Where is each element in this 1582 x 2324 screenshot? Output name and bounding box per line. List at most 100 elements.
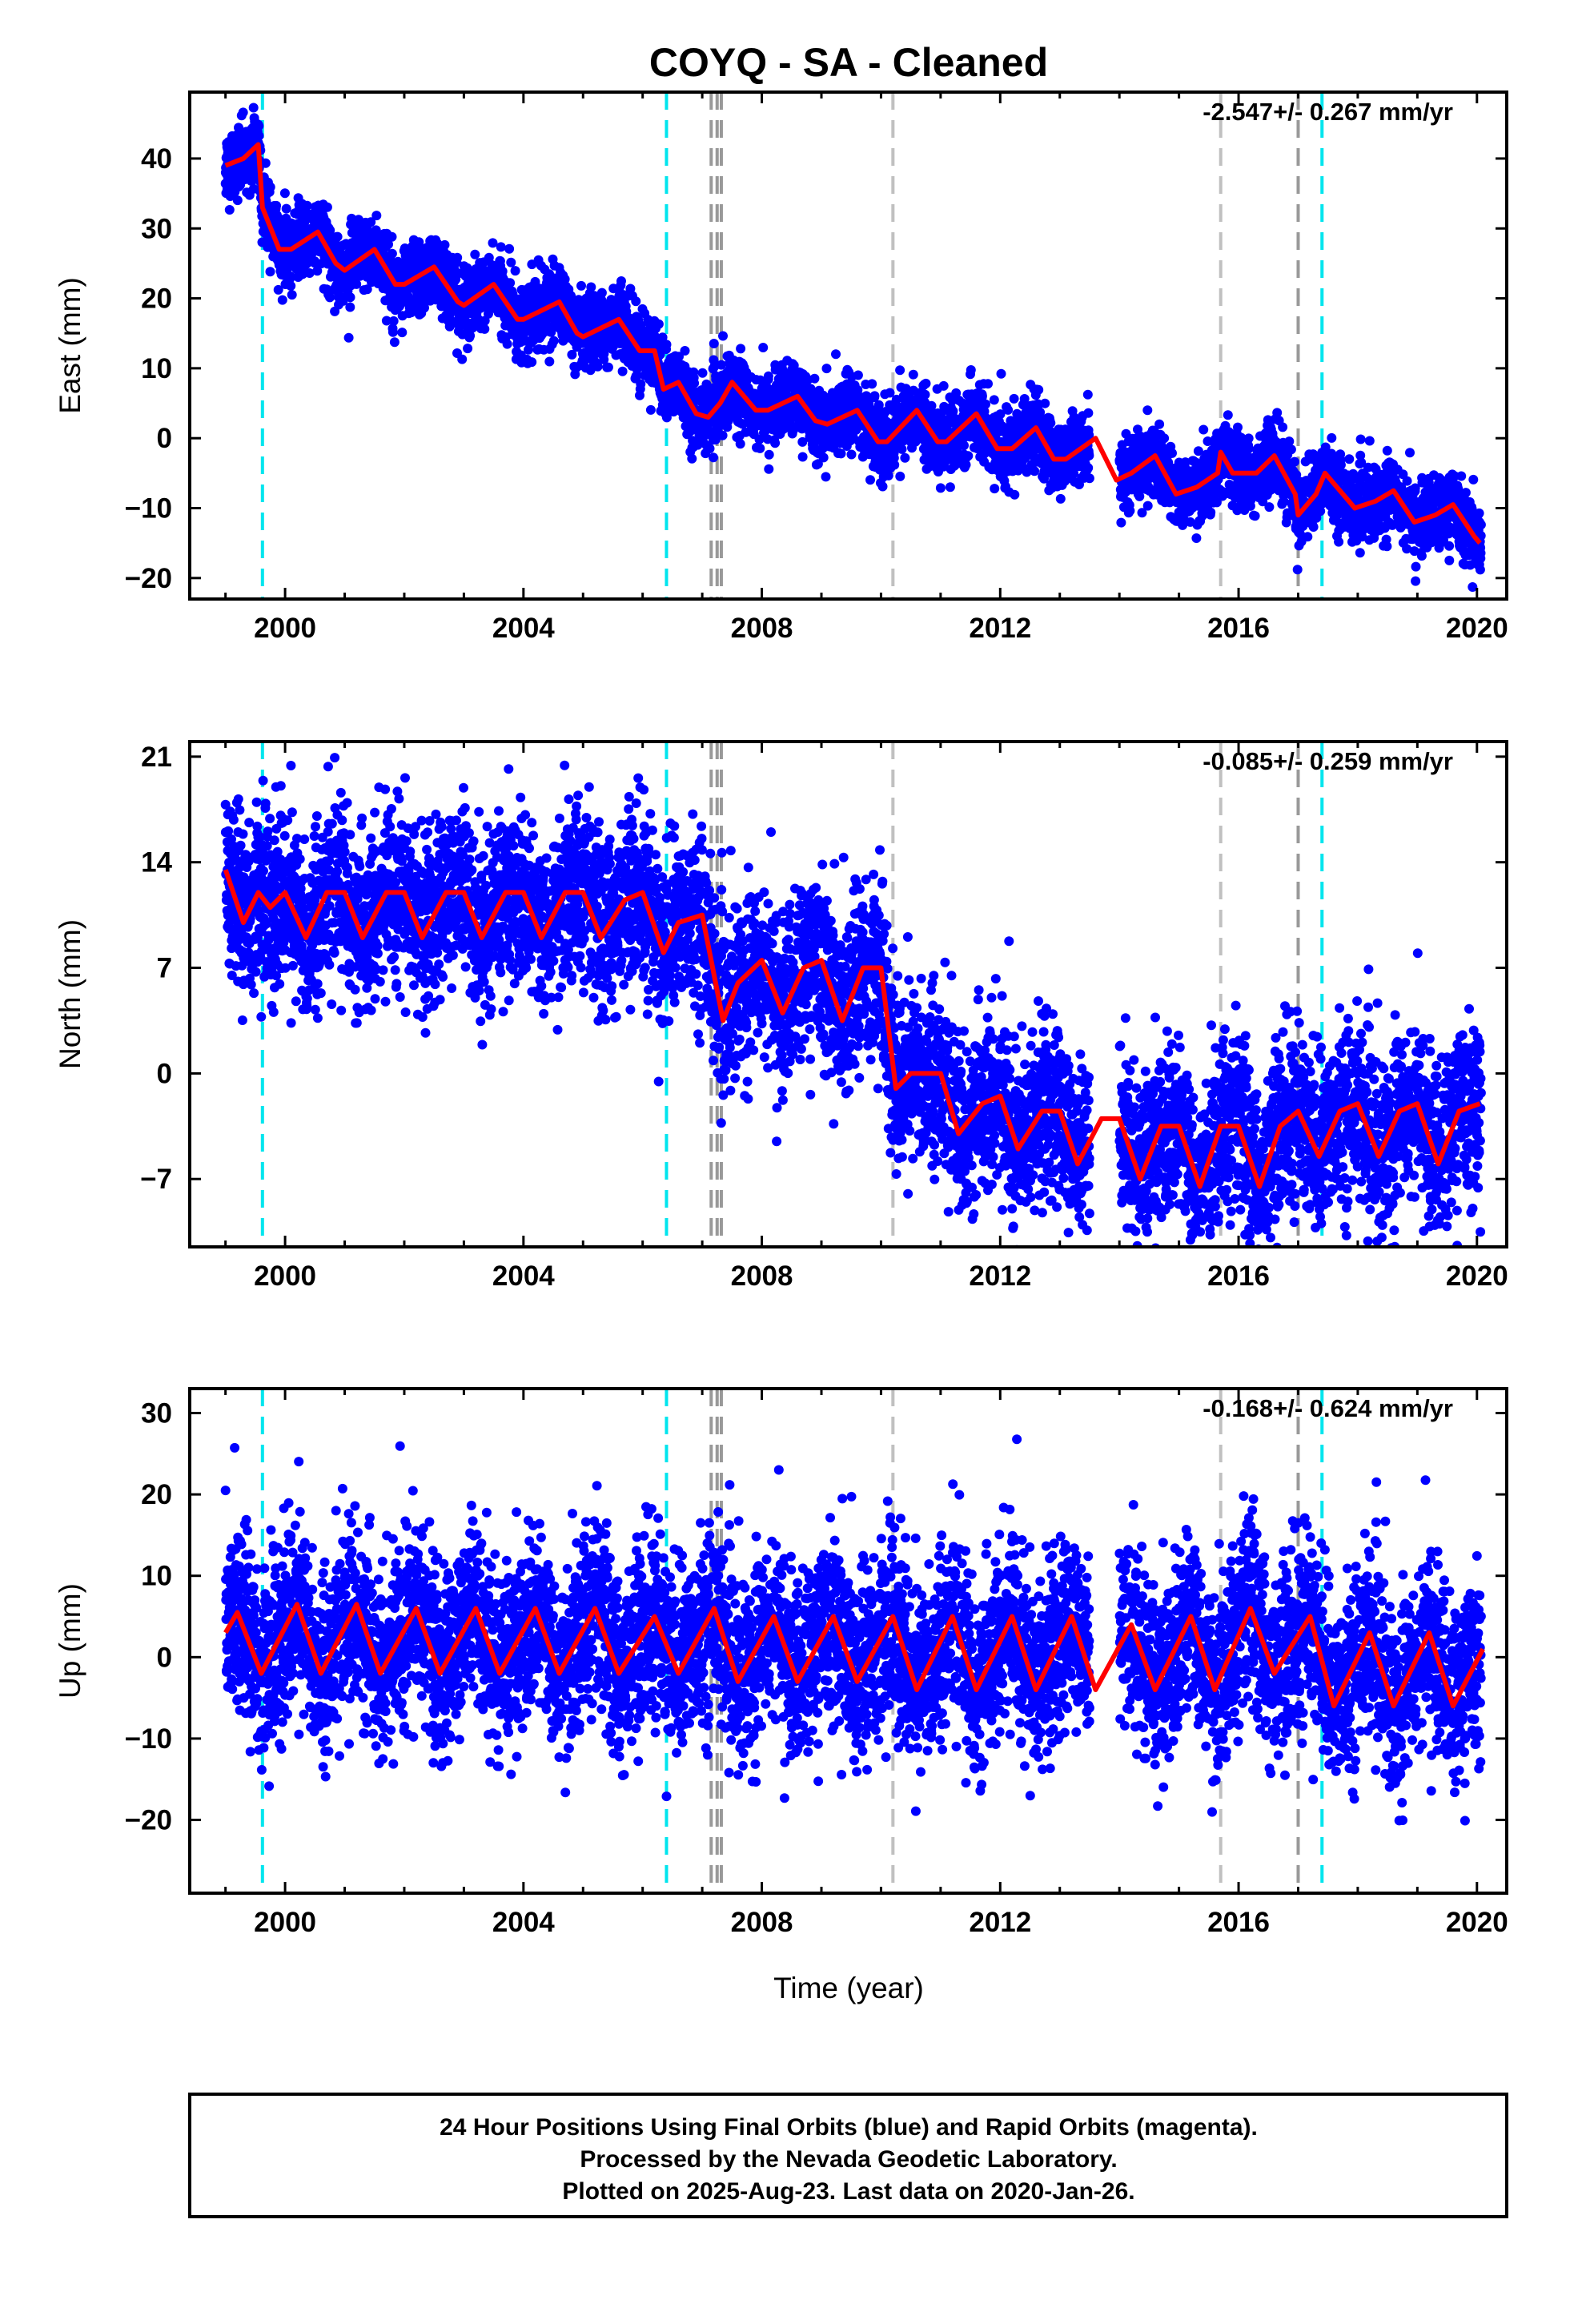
data-point [238, 107, 248, 118]
data-point [504, 243, 515, 254]
data-point [736, 344, 746, 354]
data-point [908, 369, 918, 380]
data-point [616, 276, 626, 286]
data-point [224, 205, 235, 215]
data-point [661, 340, 672, 350]
data-point [1010, 489, 1020, 500]
data-point [351, 279, 362, 289]
data-point [510, 266, 520, 276]
data-point [325, 225, 335, 235]
data-point [717, 430, 728, 440]
data-point [758, 343, 769, 352]
data-point [387, 327, 398, 337]
data-point [867, 379, 877, 389]
data-point [1009, 393, 1019, 404]
data-point [285, 271, 295, 281]
data-point [548, 336, 559, 346]
data-point [645, 404, 656, 415]
data-point [1142, 405, 1153, 416]
data-point [440, 239, 450, 250]
data-point [420, 303, 429, 313]
data-point [480, 324, 490, 334]
data-point [818, 452, 829, 463]
data-point [271, 200, 282, 211]
data-point [371, 211, 382, 221]
data-point [877, 481, 888, 492]
data-point [406, 308, 416, 318]
data-point [463, 344, 473, 354]
data-point [603, 362, 613, 372]
data-point [332, 231, 343, 242]
data-point [755, 443, 765, 453]
data-point [1034, 384, 1044, 395]
data-point [836, 448, 846, 459]
data-point [895, 365, 905, 376]
data-point [457, 354, 468, 364]
figure-title: COYQ - SA - Cleaned [649, 40, 1048, 85]
data-point [959, 440, 969, 451]
data-point [347, 213, 357, 223]
data-point [990, 484, 1000, 494]
data-point [809, 373, 820, 384]
data-point [1003, 404, 1014, 415]
data-point [470, 249, 480, 259]
data-point [506, 257, 516, 267]
data-point [505, 278, 516, 288]
data-point [265, 267, 275, 277]
data-point [1083, 463, 1094, 473]
data-point [897, 444, 907, 454]
data-point [617, 366, 628, 376]
data-point [865, 475, 875, 485]
data-point [1159, 433, 1170, 444]
data-point [544, 356, 555, 367]
data-point [966, 365, 976, 375]
data-point [926, 400, 937, 411]
data-point [596, 287, 607, 298]
data-point [1167, 448, 1177, 458]
data-point [254, 121, 264, 131]
data-point [983, 379, 993, 389]
data-point [631, 296, 641, 307]
data-point [325, 292, 335, 303]
data-point [1084, 473, 1094, 484]
data-point [1030, 466, 1040, 476]
data-point [709, 339, 719, 348]
data-point [488, 238, 498, 248]
data-point [705, 444, 715, 454]
data-point [797, 452, 808, 462]
data-point [821, 472, 831, 482]
data-point [387, 231, 397, 242]
data-point [502, 339, 512, 349]
data-point [963, 451, 974, 461]
data-point [383, 239, 393, 250]
data-point [338, 296, 348, 306]
event-lines [260, 92, 1324, 599]
data-point [312, 266, 323, 276]
data-point [1083, 408, 1094, 418]
data-point [260, 158, 271, 168]
east-panel: 2000 2004 2008 2012 2016 2020−20−10010203040E… [54, 90, 1508, 644]
data-point [770, 438, 781, 448]
data-point [388, 316, 399, 326]
data-point [322, 202, 332, 212]
data-point [465, 331, 476, 341]
data-point [735, 439, 745, 449]
data-point [853, 370, 863, 380]
data-point [304, 268, 315, 278]
data-point [279, 188, 290, 199]
data-point [846, 449, 857, 460]
data-point [1116, 517, 1126, 528]
data-point [697, 368, 708, 378]
data-point [1154, 419, 1165, 429]
data-point [977, 391, 987, 401]
data-point [653, 319, 664, 329]
data-point [709, 452, 718, 463]
data-point [273, 284, 283, 295]
data-point [254, 131, 264, 141]
data-point [343, 332, 354, 343]
data-point [1084, 450, 1094, 460]
data-point [831, 349, 841, 360]
data-point [452, 252, 463, 263]
data-point [1046, 418, 1056, 428]
